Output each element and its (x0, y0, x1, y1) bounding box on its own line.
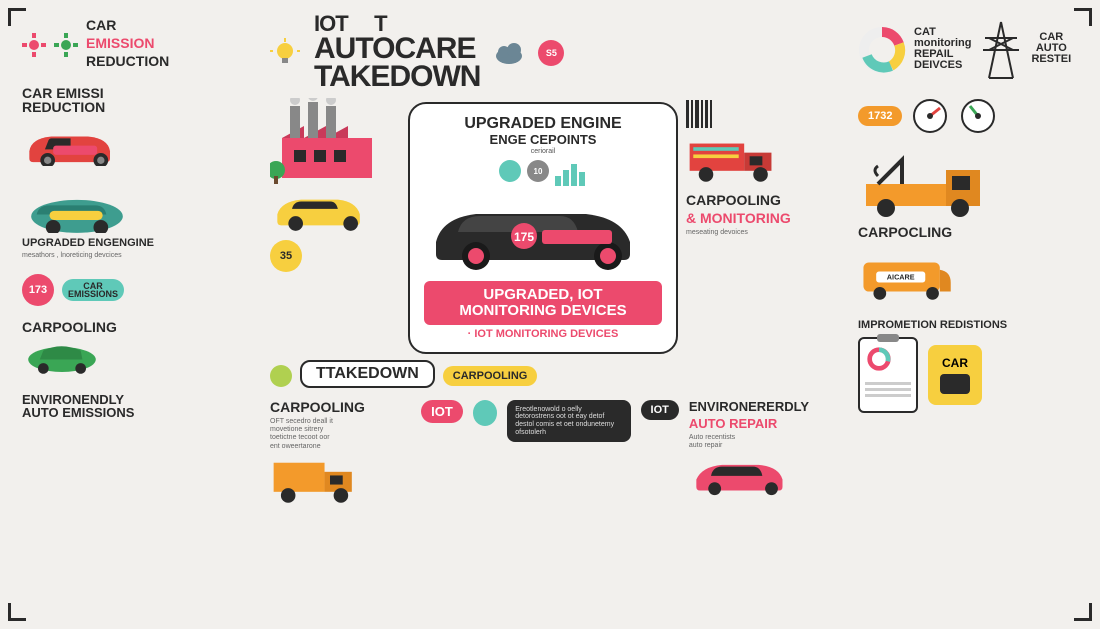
tow-truck-block: CARPOCLING (858, 150, 1078, 239)
card-mini: ceriorail (424, 148, 662, 156)
emission-title: REDUCTION (86, 54, 169, 68)
black-car-icon: 175 (424, 190, 664, 270)
takedown-label: TTAKEDOWN (300, 360, 435, 388)
left-column: CAR EMISSION REDUCTION CAR EMISSI REDUCT… (22, 18, 242, 433)
badge-35: 35 (270, 240, 302, 272)
right-top-row: CAT monitoring REPAIL DEIVCES CAR AUTO R… (858, 18, 1078, 82)
corner-bl (8, 603, 26, 621)
barcode-bars (686, 98, 826, 128)
car-emissions-pill: CAR EMISSIONS (62, 279, 124, 301)
carpool-block: 173 CAR EMISSIONS (22, 274, 242, 306)
pink-banner: UPGRADED, IOT MONITORING DEVICES (424, 281, 662, 325)
enviro-block: ENVIRONENDLY AUTO EMISSIONS (22, 393, 242, 419)
card-line2: ENGE CEPOINTS (424, 133, 662, 147)
pylon-icon (979, 18, 1023, 82)
main-title2: TAKEDOWN (314, 60, 480, 93)
car-badge-block: CAR (928, 345, 982, 405)
carpooling-desc: OFT secedro deall it movetione sitrery t… (270, 418, 411, 452)
pink-car-icon (689, 450, 799, 498)
dot-icon (270, 365, 292, 387)
gauge-icon (958, 96, 998, 136)
mon-repair-label: CAT monitoring REPAIL DEIVCES (914, 27, 971, 71)
center-card: UPGRADED ENGINE ENGE CEPOINTS ceriorail … (408, 102, 678, 354)
enviro-repair1: ENVIRONERERDLY (689, 400, 830, 413)
teal-car-icon (22, 185, 132, 233)
yellow-car-icon (270, 183, 380, 231)
bulb-icon (270, 38, 300, 68)
infographic-canvas: CAR EMISSION REDUCTION CAR EMISSI REDUCT… (0, 0, 1100, 629)
factory-icon (270, 98, 390, 184)
mini-donut-icon (865, 345, 893, 373)
svg-text:AICARE: AICARE (887, 273, 915, 282)
improm-block: IMPROMETION REDISTIONS CAR (858, 320, 1078, 413)
factory-block: 35 (270, 98, 400, 272)
enviro-title: ENVIRONENDLY AUTO EMISSIONS (22, 393, 242, 419)
emission-title: EMISSION (86, 36, 169, 50)
dot-icon (499, 160, 521, 182)
gear-icon (54, 33, 78, 57)
improm-label: IMPROMETION REDISTIONS (858, 320, 1078, 331)
gauge-icon (910, 96, 950, 136)
green-beetle-icon (22, 338, 102, 374)
badge-gauge-row: 1732 (858, 96, 1078, 136)
carpool-mon3: meseating devoices (686, 229, 826, 237)
badge-1732: 1732 (858, 106, 902, 126)
upgraded-block: UPGRADED ENGENGINE mesathors , lnoretici… (22, 185, 242, 260)
right-column: CAT monitoring REPAIL DEIVCES CAR AUTO R… (858, 18, 1078, 427)
dark-box: Ereotlenowold o oelly detorostrens oot o… (507, 400, 630, 443)
van-block: AICARE (858, 253, 1078, 306)
corner-br (1074, 603, 1092, 621)
card-icons: 10 (424, 160, 662, 186)
car-auto-label: CAR AUTO RESTEI (1031, 32, 1071, 65)
tow-truck-icon (858, 150, 998, 220)
iot-pill2: IOT (641, 400, 679, 420)
upgraded-sub: mesathors , lnoreticing devcices (22, 252, 242, 260)
red-truck-icon (686, 134, 786, 184)
card-right-block: CARPOOLING & MONITORING meseating devoic… (686, 98, 826, 237)
header-row: IOT T AUTOCARE TAKEDOWN S5 (270, 14, 830, 92)
orange-truck-icon (270, 455, 370, 505)
bottom-center-row: CARPOOLING OFT secedro deall it movetion… (270, 400, 830, 511)
carpocling-label: CARPOCLING (858, 225, 1078, 239)
enviro-repair2: AUTO REPAIR (689, 417, 830, 430)
enviro-sub: Auto recentists auto repair (689, 434, 830, 451)
sub-banner: · IOT MONITORING DEVICES (424, 328, 662, 340)
iot-pill: IOT (421, 400, 463, 423)
red-car-icon (22, 118, 132, 166)
gears-block: CAR EMISSION REDUCTION (22, 18, 242, 72)
dot-icon (473, 400, 497, 426)
dot-icon: 10 (527, 160, 549, 182)
enviro-repair-block: ENVIRONERERDLY AUTO REPAIR Auto recentis… (689, 400, 830, 504)
center-column: IOT T AUTOCARE TAKEDOWN S5 35 (270, 14, 830, 510)
carpooling-title: CARPOOLING (22, 320, 242, 334)
mini-bars (555, 160, 587, 186)
car-yellow-badge: CAR (928, 345, 982, 405)
emission-title: CAR (86, 18, 169, 32)
takedown-row: TTAKEDOWN CARPOOLING (270, 360, 830, 392)
badge-s5: S5 (538, 40, 564, 66)
emissi-title: CAR EMISSI REDUCTION (22, 86, 242, 114)
carpooling-row: CARPOOLING (22, 320, 242, 379)
svg-text:175: 175 (514, 230, 534, 244)
carpool-mon1: CARPOOLING (686, 193, 826, 207)
gear-icon (22, 33, 46, 57)
orange-van-icon: AICARE (858, 253, 958, 301)
center-row: 35 UPGRADED ENGINE ENGE CEPOINTS ceriora… (270, 98, 830, 354)
card-line1: UPGRADED ENGINE (424, 116, 662, 133)
carpool-mon2: & MONITORING (686, 211, 826, 225)
upgraded-title: UPGRADED ENGENGINE (22, 238, 242, 249)
badge-173: 173 (22, 274, 54, 306)
clipboard-icon (858, 337, 918, 413)
carpooling-bottom-title: CARPOOLING (270, 400, 411, 414)
carpooling-pill: CARPOOLING (443, 366, 538, 386)
donut-chart-icon (858, 26, 906, 74)
cloud-icon (494, 40, 524, 66)
car-emissi-block: CAR EMISSI REDUCTION (22, 86, 242, 171)
carpooling-bottom: CARPOOLING OFT secedro deall it movetion… (270, 400, 411, 511)
